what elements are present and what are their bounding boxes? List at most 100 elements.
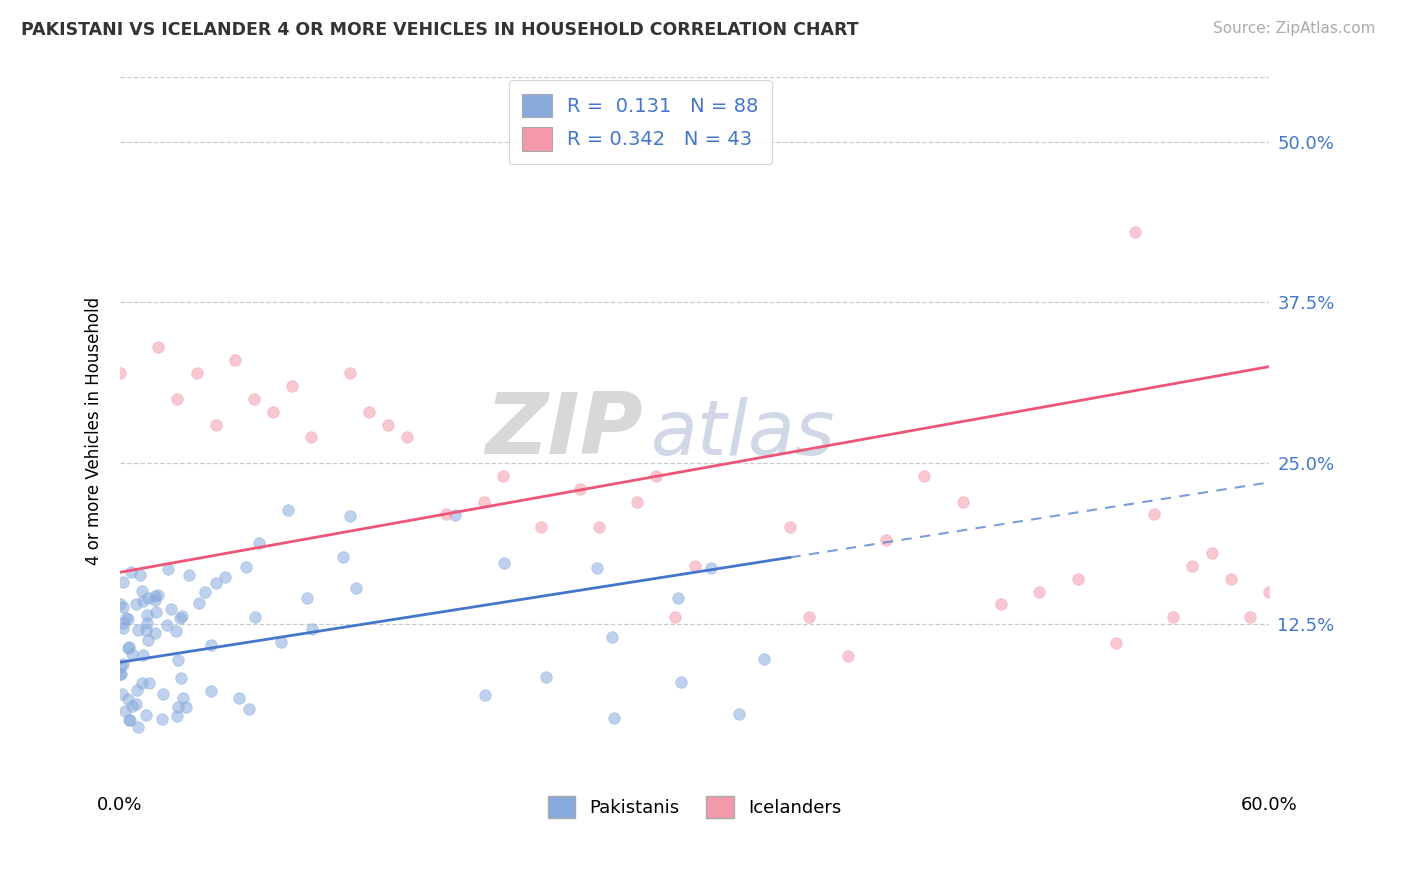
Point	[136, 633, 159, 648]
Point	[1123, 225, 1146, 239]
Point	[156, 617, 179, 632]
Point	[474, 688, 496, 702]
Point	[166, 708, 188, 723]
Point	[143, 625, 166, 640]
Point	[626, 494, 648, 508]
Point	[301, 622, 323, 636]
Point	[204, 417, 226, 432]
Point	[281, 379, 304, 393]
Point	[166, 700, 188, 714]
Point	[1201, 546, 1223, 560]
Point	[243, 392, 266, 406]
Point	[108, 366, 131, 380]
Point	[135, 608, 157, 623]
Point	[205, 575, 228, 590]
Point	[238, 702, 260, 716]
Point	[1219, 572, 1241, 586]
Point	[247, 536, 270, 550]
Text: PAKISTANI VS ICELANDER 4 OR MORE VEHICLES IN HOUSEHOLD CORRELATION CHART: PAKISTANI VS ICELANDER 4 OR MORE VEHICLE…	[21, 21, 859, 38]
Point	[111, 615, 134, 630]
Point	[536, 670, 558, 684]
Point	[127, 720, 149, 734]
Point	[117, 692, 139, 706]
Point	[172, 691, 194, 706]
Point	[159, 601, 181, 615]
Point	[277, 503, 299, 517]
Point	[131, 584, 153, 599]
Point	[837, 648, 859, 663]
Point	[799, 610, 821, 624]
Point	[110, 666, 132, 681]
Point	[194, 585, 217, 599]
Point	[179, 567, 201, 582]
Point	[779, 520, 801, 534]
Point	[143, 589, 166, 603]
Point	[568, 482, 591, 496]
Point	[127, 624, 149, 638]
Point	[136, 591, 159, 606]
Point	[752, 652, 775, 666]
Text: atlas: atlas	[651, 398, 835, 472]
Point	[339, 366, 361, 380]
Point	[187, 596, 209, 610]
Point	[150, 712, 173, 726]
Point	[990, 598, 1012, 612]
Point	[912, 469, 935, 483]
Point	[585, 560, 607, 574]
Point	[1161, 610, 1184, 624]
Y-axis label: 4 or more Vehicles in Household: 4 or more Vehicles in Household	[86, 297, 103, 565]
Point	[121, 698, 143, 713]
Point	[132, 648, 155, 663]
Point	[243, 610, 266, 624]
Point	[1066, 572, 1088, 586]
Point	[110, 687, 132, 701]
Point	[112, 600, 135, 615]
Point	[186, 366, 208, 380]
Point	[700, 561, 723, 575]
Point	[1181, 558, 1204, 573]
Point	[132, 594, 155, 608]
Point	[128, 567, 150, 582]
Point	[118, 713, 141, 727]
Point	[434, 508, 457, 522]
Point	[131, 676, 153, 690]
Point	[112, 657, 135, 671]
Point	[224, 353, 246, 368]
Point	[492, 556, 515, 570]
Point	[125, 598, 148, 612]
Point	[200, 638, 222, 652]
Point	[121, 647, 143, 661]
Point	[115, 611, 138, 625]
Point	[645, 469, 668, 483]
Point	[472, 494, 495, 508]
Point	[152, 687, 174, 701]
Point	[157, 562, 180, 576]
Point	[875, 533, 897, 548]
Point	[108, 597, 131, 611]
Point	[148, 588, 170, 602]
Point	[214, 570, 236, 584]
Point	[135, 623, 157, 637]
Point	[120, 565, 142, 579]
Point	[114, 704, 136, 718]
Point	[235, 559, 257, 574]
Point	[117, 612, 139, 626]
Point	[339, 509, 361, 524]
Point	[200, 684, 222, 698]
Point	[1105, 636, 1128, 650]
Point	[396, 430, 419, 444]
Point	[125, 697, 148, 711]
Point	[108, 666, 131, 681]
Point	[117, 713, 139, 727]
Point	[344, 581, 367, 595]
Point	[170, 608, 193, 623]
Point	[727, 706, 749, 721]
Point	[301, 430, 323, 444]
Point	[530, 520, 553, 534]
Point	[1258, 584, 1281, 599]
Point	[145, 605, 167, 619]
Point	[148, 340, 170, 354]
Point	[169, 671, 191, 685]
Point	[169, 610, 191, 624]
Point	[295, 591, 318, 605]
